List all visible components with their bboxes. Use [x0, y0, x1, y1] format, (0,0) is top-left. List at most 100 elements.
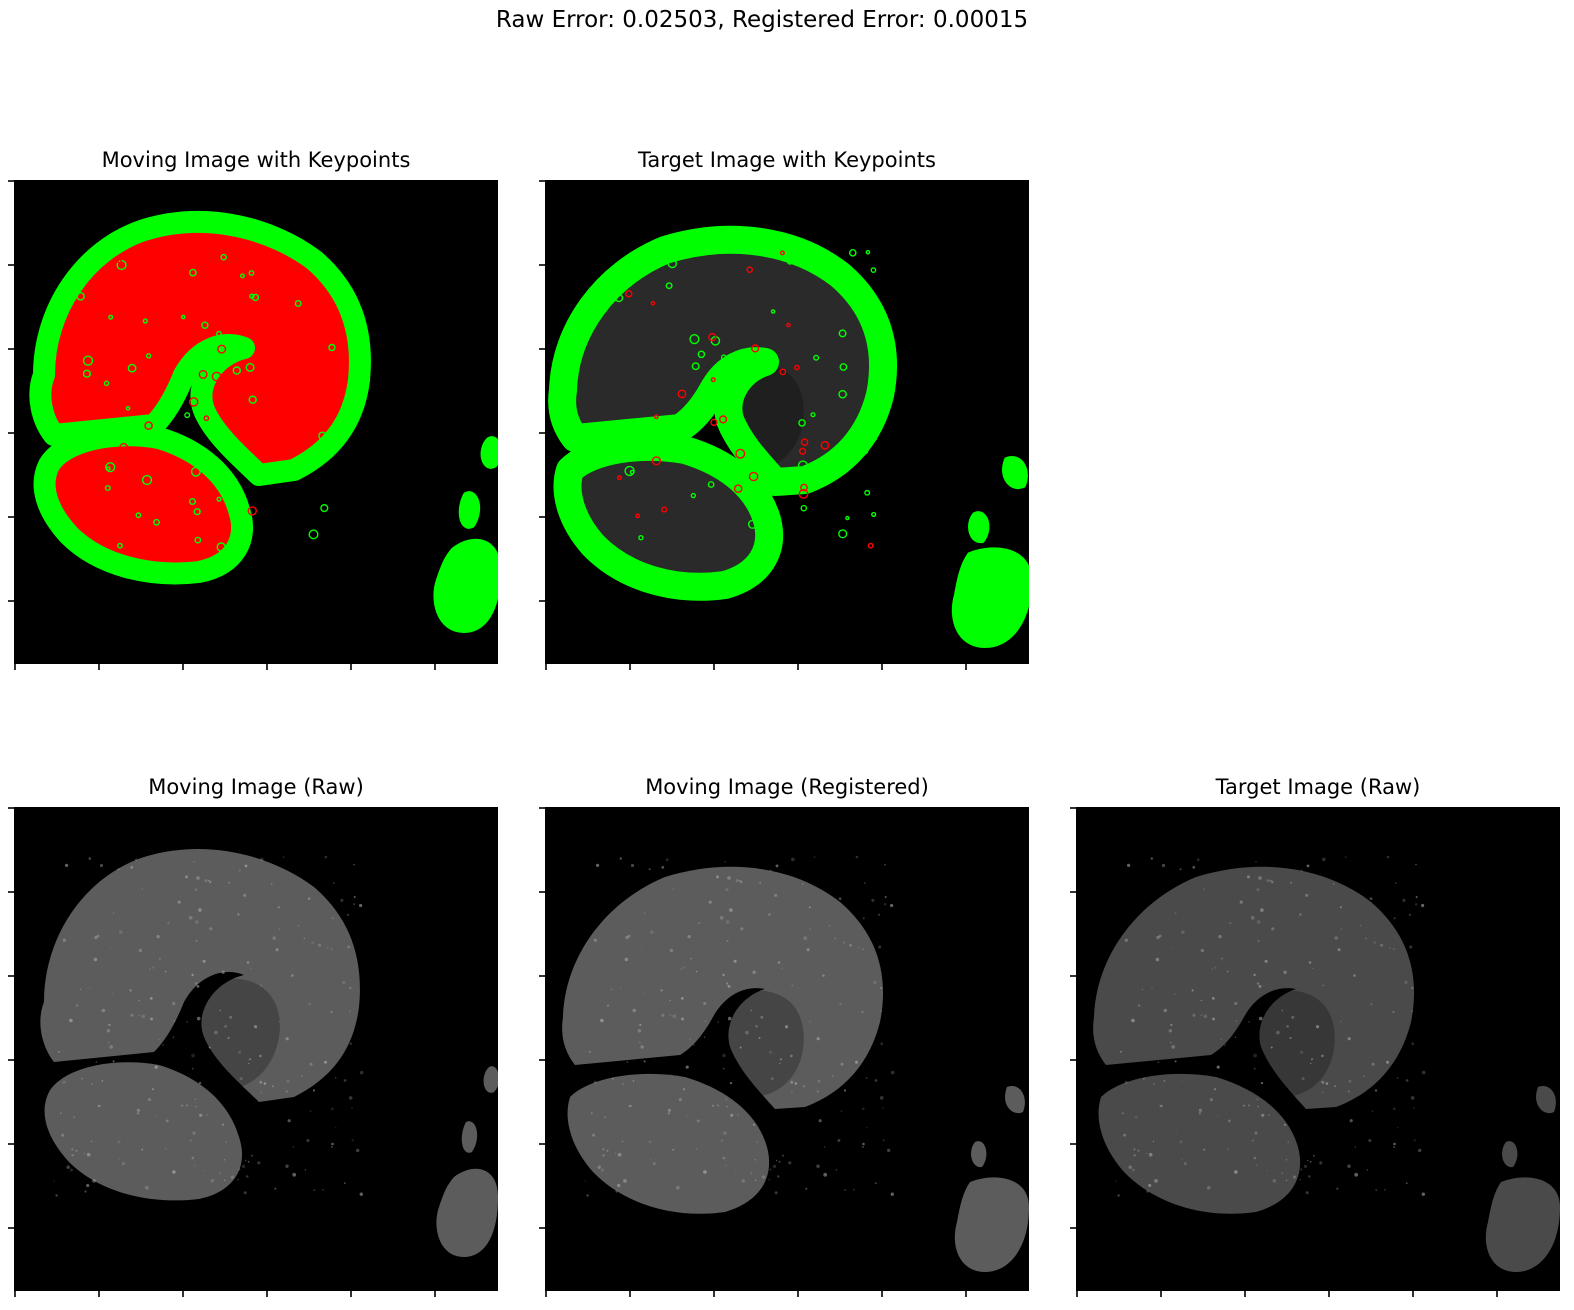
texture-speck	[136, 1112, 140, 1115]
texture-speck	[643, 1060, 646, 1063]
x-axis-tick	[881, 664, 883, 670]
x-axis-tick	[1076, 1291, 1078, 1297]
tissue-fragment	[461, 1121, 478, 1153]
texture-speck	[866, 1127, 868, 1129]
texture-speck	[1154, 1179, 1158, 1183]
y-axis-tick	[539, 1227, 545, 1229]
keypoint-marker	[216, 496, 222, 502]
texture-speck	[95, 1061, 98, 1063]
texture-speck	[194, 1164, 196, 1166]
texture-speck	[1170, 1041, 1172, 1044]
texture-speck	[193, 861, 195, 863]
red-keypoint-fill	[44, 435, 243, 574]
keypoint-marker	[245, 362, 255, 372]
keypoint-marker	[190, 466, 201, 477]
texture-speck	[1171, 1045, 1175, 1049]
texture-speck	[208, 880, 212, 884]
texture-speck	[1334, 936, 1339, 940]
texture-speck	[1365, 937, 1367, 940]
texture-speck	[1226, 1148, 1229, 1150]
texture-speck	[1163, 1008, 1168, 1013]
keypoint-marker	[153, 518, 160, 526]
texture-speck	[1148, 1183, 1152, 1188]
texture-speck	[1285, 1159, 1288, 1161]
texture-speck	[844, 1189, 847, 1191]
texture-speck	[681, 1017, 684, 1021]
texture-speck	[1175, 1132, 1177, 1134]
texture-speck	[1409, 945, 1413, 949]
keypoint-marker	[798, 419, 806, 427]
texture-speck	[1290, 881, 1292, 884]
texture-speck	[223, 1159, 226, 1161]
keypoint-marker	[862, 448, 869, 455]
texture-speck	[138, 948, 143, 953]
keypoint-marker	[770, 309, 776, 314]
x-axis-tick	[965, 664, 967, 670]
texture-speck	[882, 1139, 885, 1142]
texture-speck	[330, 1011, 333, 1014]
grayscale-image-svg	[40, 848, 498, 1257]
green-keypoint-rim	[33, 424, 254, 585]
texture-speck	[772, 1164, 777, 1168]
texture-speck	[791, 984, 794, 987]
texture-speck	[307, 897, 311, 900]
texture-speck	[112, 912, 115, 915]
texture-speck	[348, 1096, 353, 1100]
texture-speck	[219, 1009, 221, 1012]
keypoint-marker	[733, 484, 743, 494]
texture-speck	[1211, 968, 1213, 970]
texture-speck	[1386, 855, 1390, 859]
texture-speck	[1308, 961, 1312, 964]
texture-speck	[151, 1088, 155, 1091]
texture-speck	[650, 930, 654, 934]
texture-speck	[695, 1148, 698, 1150]
texture-speck	[97, 1104, 100, 1108]
texture-speck	[1220, 1038, 1222, 1040]
texture-speck	[623, 1179, 627, 1183]
texture-speck	[1347, 1037, 1351, 1041]
texture-speck	[66, 1165, 70, 1169]
texture-speck	[1258, 876, 1262, 880]
texture-speck	[643, 993, 645, 995]
texture-speck	[864, 882, 866, 884]
texture-speck	[801, 883, 804, 885]
texture-speck	[644, 1132, 646, 1134]
y-axis-tick	[539, 180, 545, 182]
y-axis-tick	[1070, 891, 1076, 893]
texture-speck	[172, 1001, 176, 1006]
texture-speck	[834, 937, 836, 940]
texture-speck	[627, 934, 631, 938]
texture-speck	[778, 1160, 781, 1163]
keypoint-marker	[103, 380, 110, 387]
x-axis-tick	[545, 664, 547, 670]
texture-speck	[92, 1179, 96, 1183]
texture-speck	[1239, 900, 1243, 904]
texture-speck	[669, 999, 671, 1002]
texture-speck	[149, 997, 153, 1000]
texture-speck	[884, 864, 886, 866]
texture-speck	[835, 1169, 838, 1171]
green-keypoint-cluster	[951, 547, 1029, 649]
texture-speck	[101, 1008, 106, 1013]
texture-speck	[1179, 1140, 1183, 1144]
texture-speck	[862, 1142, 865, 1146]
texture-speck	[147, 1098, 151, 1102]
texture-speck	[285, 1164, 289, 1168]
texture-speck	[720, 1139, 724, 1142]
texture-speck	[1283, 1123, 1287, 1126]
texture-speck	[119, 1081, 121, 1083]
texture-speck	[619, 857, 622, 860]
texture-speck	[643, 912, 646, 915]
texture-speck	[326, 946, 329, 949]
texture-speck	[331, 1142, 334, 1146]
texture-speck	[615, 1190, 618, 1193]
x-axis-tick	[1328, 1291, 1330, 1297]
texture-speck	[741, 1179, 746, 1183]
texture-speck	[669, 1014, 671, 1016]
texture-speck	[1349, 1119, 1353, 1123]
texture-speck	[1212, 1017, 1215, 1021]
keypoint-marker	[127, 363, 137, 373]
keypoint-marker	[163, 349, 174, 360]
texture-speck	[274, 1187, 277, 1190]
keypoint-marker	[653, 414, 659, 420]
